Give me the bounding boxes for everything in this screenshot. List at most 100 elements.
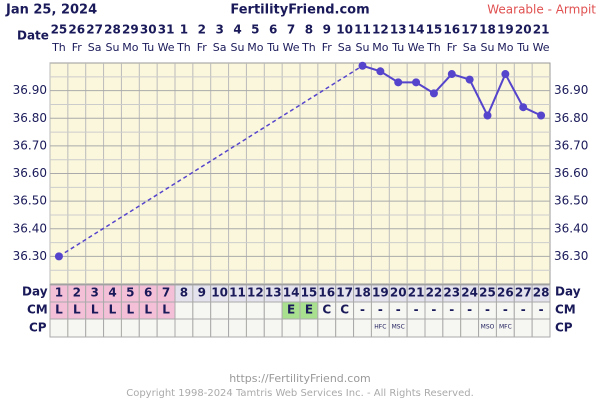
temperature-point [376,67,385,76]
cm-value: L [55,303,63,317]
cycle-day: 15 [301,286,318,300]
cm-value: L [109,303,117,317]
cp-cell [299,318,319,338]
temperature-point [394,78,403,87]
x-tick-label: 6 [269,23,277,37]
x-tick-label: 28 [104,23,121,37]
x-tick-label: 20 [515,23,532,37]
x-tick-label: 4 [233,23,241,37]
cm-value: E [305,303,313,317]
cycle-day: 21 [408,286,425,300]
chart-title: FertilityFriend.com [230,3,369,18]
x-tick-label: 21 [533,23,550,37]
cm-cell [245,301,265,320]
date-label: Jan 25, 2024 [5,3,97,18]
cycle-day: 24 [461,286,478,300]
y-tick-label: 36.80 [13,111,47,125]
cycle-day: 23 [443,286,460,300]
cm-value: - [449,303,454,317]
cm-note: MSO [481,324,495,331]
cp-cell [406,318,426,338]
weekday-label: Mo [372,41,388,54]
cycle-day: 1 [55,286,63,300]
x-tick-label: 16 [443,23,460,37]
cm-value: L [91,303,99,317]
cp-cell [192,318,212,338]
cm-note: HFC [374,324,386,331]
weekday-label: We [408,41,425,54]
y-tick-label: 36.90 [554,83,588,97]
cm-value: - [378,303,383,317]
temperature-point [429,89,438,98]
weekday-label: Su [481,41,495,54]
cp-cell [335,318,355,338]
x-tick-label: 14 [408,23,425,37]
temperature-point [465,75,474,84]
cp-cell [513,318,533,338]
subtitle: Wearable - Armpit [487,3,596,17]
cycle-day: 9 [198,286,206,300]
cm-value: L [144,303,152,317]
cycle-day: 26 [497,286,514,300]
x-tick-label: 10 [336,23,353,37]
cm-note: MSC [392,324,405,331]
weekday-label: We [158,41,175,54]
cm-value: - [414,303,419,317]
cycle-day: 8 [180,286,188,300]
cp-cell [49,318,69,338]
row-label: CM [555,303,576,317]
weekday-label: Sa [338,41,352,54]
cp-cell [67,318,87,338]
x-tick-label: 7 [287,23,295,37]
y-tick-label: 36.70 [13,138,47,152]
cycle-day: 19 [372,286,389,300]
weekday-label: Tu [141,41,154,54]
y-tick-label: 36.80 [554,111,588,125]
cycle-day: 4 [108,286,116,300]
x-tick-label: 17 [461,23,478,37]
row-label: CP [555,321,573,335]
temperature-point [537,111,546,120]
cycle-day: 11 [229,286,246,300]
cm-value: - [539,303,544,317]
weekday-label: Sa [463,41,477,54]
weekday-label: We [283,41,300,54]
cm-value: L [162,303,170,317]
weekday-label: Mo [122,41,138,54]
y-tick-label: 36.70 [554,138,588,152]
cm-note: MFC [499,324,512,331]
cp-cell [531,318,551,338]
cm-value: C [322,303,331,317]
cycle-day: 27 [515,286,532,300]
cycle-day: 5 [126,286,134,300]
row-label: Day [22,285,48,299]
x-tick-label: 9 [323,23,331,37]
x-tick-label: 12 [372,23,389,37]
cm-value: - [485,303,490,317]
temperature-point [519,103,528,112]
x-tick-label: 25 [51,23,68,37]
cp-cell [353,318,372,338]
cm-value: - [360,303,365,317]
cycle-day: 3 [90,286,98,300]
weekday-label: We [533,41,550,54]
weekday-label: Sa [88,41,102,54]
x-tick-label: 31 [158,23,175,37]
temperature-point [501,70,510,79]
x-tick-label: 18 [479,23,496,37]
gap-connector [58,65,363,258]
cm-value: - [503,303,508,317]
y-tick-label: 36.90 [13,83,47,97]
temperature-point [412,78,421,87]
x-tick-label: 5 [251,23,259,37]
cycle-day: 14 [283,286,300,300]
cp-cell [228,318,247,338]
weekday-label: Fr [322,41,333,54]
x-tick-label: 3 [215,23,223,37]
weekday-label: Th [301,41,316,54]
cycle-day: 12 [247,286,264,300]
cp-cell [174,318,194,338]
x-tick-label: 19 [497,23,514,37]
cm-value: C [340,303,349,317]
